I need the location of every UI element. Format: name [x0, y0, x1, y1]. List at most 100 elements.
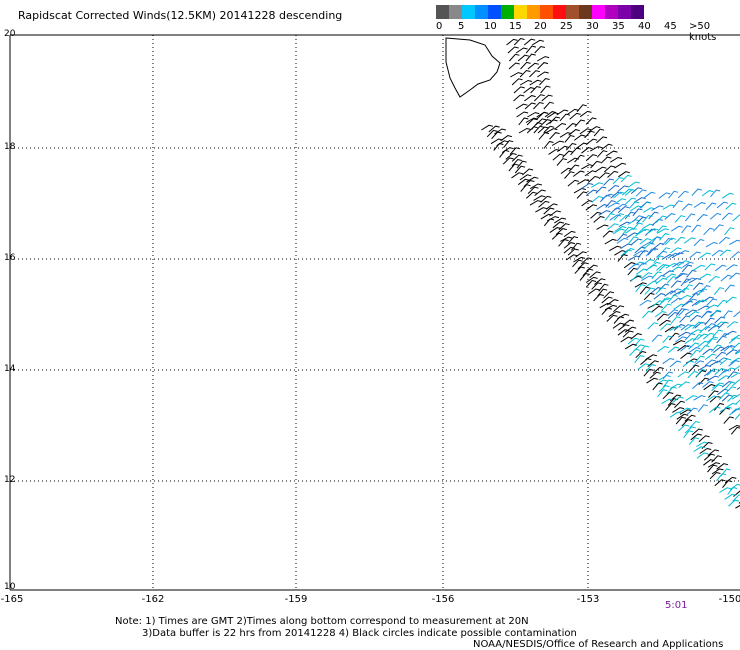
wind-barb — [606, 314, 618, 322]
wind-barb — [694, 355, 705, 364]
wind-barb — [712, 346, 725, 353]
wind-barb — [543, 207, 555, 215]
wind-barb — [681, 300, 693, 308]
wind-barb — [658, 385, 670, 393]
wind-barb — [607, 223, 619, 230]
wind-barb — [671, 225, 683, 232]
wind-barb — [488, 125, 500, 133]
wind-barb — [680, 324, 693, 331]
wind-barb — [677, 190, 689, 199]
wind-barb — [688, 342, 700, 350]
wind-barb — [559, 132, 572, 138]
wind-barb — [688, 437, 700, 445]
wind-barb — [616, 233, 628, 242]
wind-barb — [704, 317, 715, 326]
wind-barb — [723, 416, 734, 424]
wind-barb — [677, 260, 690, 267]
wind-barb — [607, 184, 620, 192]
wind-barb — [673, 324, 685, 331]
wind-barb — [605, 150, 618, 157]
wind-barb — [678, 381, 690, 388]
wind-barb — [713, 402, 725, 411]
wind-barb — [698, 435, 710, 443]
legend-label: 30 — [586, 21, 599, 32]
wind-barb — [598, 210, 611, 216]
wind-barb — [703, 459, 715, 466]
wind-barb — [705, 202, 717, 211]
wind-barb — [645, 264, 658, 272]
wind-barb — [647, 247, 659, 256]
wind-barb — [639, 299, 652, 306]
wind-barb — [613, 213, 625, 221]
wind-barb — [652, 300, 664, 307]
wind-barb — [656, 225, 667, 233]
wind-barb — [628, 263, 640, 271]
wind-barb — [540, 119, 552, 127]
legend-swatch — [527, 5, 540, 19]
wind-barb — [724, 493, 737, 500]
wind-barb — [622, 319, 635, 326]
wind-barb — [714, 321, 726, 328]
wind-barb — [682, 284, 693, 293]
wind-barb — [598, 172, 610, 180]
wind-barb — [667, 346, 680, 354]
wind-barb — [511, 158, 522, 167]
wind-barb — [731, 251, 740, 259]
wind-barb — [677, 287, 690, 295]
wind-barb — [634, 355, 645, 363]
wind-barb — [719, 487, 732, 493]
wind-barb — [634, 338, 645, 347]
wind-barb — [724, 381, 736, 390]
wind-barb — [708, 406, 721, 413]
time-label: 5:01 — [665, 600, 688, 611]
lat-lon-grid — [10, 35, 740, 590]
wind-barb — [684, 237, 696, 244]
note-line-1: Note: 1) Times are GMT 2)Times along bot… — [115, 616, 529, 627]
wind-barb — [650, 236, 661, 245]
wind-barb — [662, 371, 674, 380]
wind-barb — [584, 130, 595, 139]
wind-barb — [703, 227, 715, 236]
wind-barb — [491, 131, 502, 140]
wind-barb — [632, 222, 643, 231]
wind-barb — [543, 140, 554, 149]
wind-barb — [698, 377, 710, 385]
wind-barb — [704, 359, 717, 367]
wind-barb — [664, 213, 676, 220]
legend-swatch — [501, 5, 514, 19]
wind-barb — [523, 87, 535, 94]
wind-barb — [709, 212, 722, 220]
y-tick-12: 12 — [4, 475, 16, 485]
wind-barb — [657, 346, 669, 353]
wind-barb — [604, 238, 617, 245]
wind-barb — [602, 230, 614, 238]
wind-barb — [676, 413, 689, 420]
wind-barb — [695, 368, 707, 377]
wind-barb — [620, 243, 633, 250]
wind-barb — [511, 154, 523, 162]
wind-barb — [507, 46, 519, 54]
wind-barb — [678, 331, 691, 338]
wind-barb — [567, 179, 579, 187]
wind-barb — [609, 245, 622, 252]
wind-barb — [665, 403, 676, 411]
wind-barb — [724, 227, 735, 236]
wind-barb — [682, 261, 694, 268]
wind-barb — [612, 176, 624, 185]
wind-barb — [728, 424, 740, 431]
wind-barb — [733, 490, 740, 497]
wind-barb — [564, 134, 575, 143]
wind-barb — [711, 344, 722, 352]
wind-barb — [642, 214, 653, 223]
wind-barb — [582, 268, 594, 276]
wind-barb — [706, 298, 718, 306]
wind-barb — [624, 343, 638, 350]
wind-barb — [662, 335, 673, 344]
wind-barb — [527, 186, 539, 194]
wind-barb — [581, 200, 594, 207]
wind-barb — [509, 53, 520, 62]
wind-barb — [514, 165, 526, 174]
wind-barb — [667, 252, 680, 259]
wind-barb — [608, 310, 621, 318]
wind-barb — [529, 79, 542, 86]
